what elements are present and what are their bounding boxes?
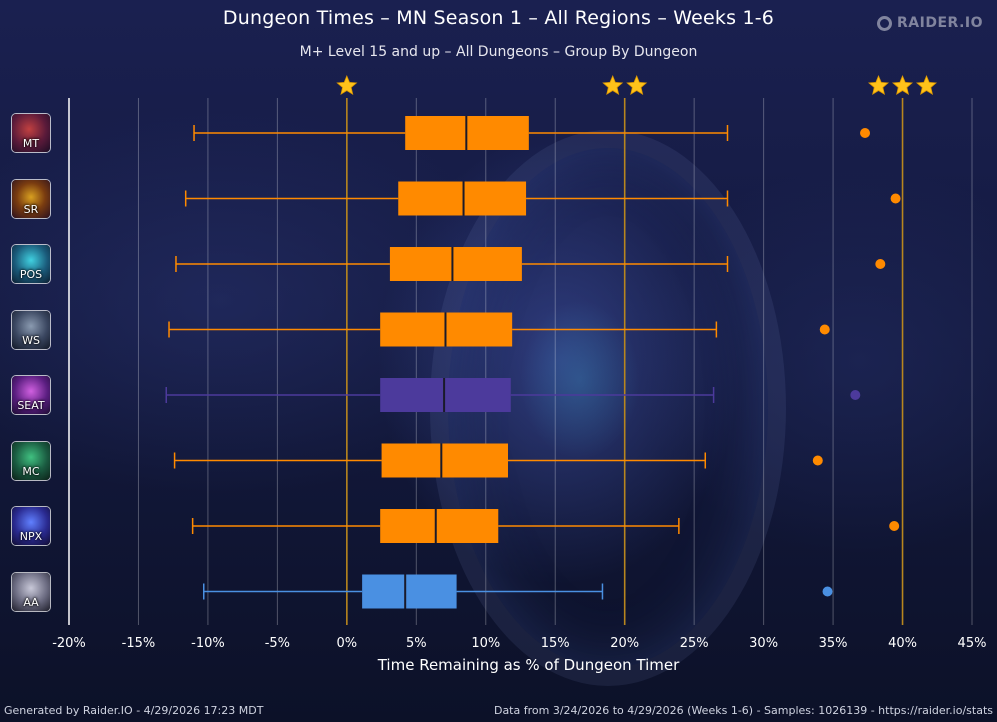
x-tick-label: 5%: [406, 636, 427, 651]
dungeon-art: [12, 441, 50, 480]
dungeon-icon-ws: WS: [11, 309, 51, 350]
raiderio-logo-text: RAIDER.IO: [897, 15, 983, 31]
dungeon-icon-npx: NPX: [11, 506, 51, 546]
box-aa: [362, 574, 457, 609]
dungeon-abbreviation: NPX: [19, 530, 43, 543]
dungeon-art: [12, 245, 50, 283]
x-tick-label: -15%: [122, 636, 156, 651]
x-tick-label: 25%: [680, 636, 709, 651]
box-npx: [380, 509, 499, 543]
star-icon: [867, 74, 889, 95]
x-tick-label: -10%: [191, 636, 225, 651]
dungeon-abbreviation: SR: [23, 202, 39, 216]
box-pos: [389, 247, 522, 281]
dungeon-abbreviation: AA: [23, 595, 39, 609]
x-tick-label: 20%: [610, 636, 639, 651]
star-icon: [602, 74, 624, 95]
dungeon-abbreviation: SEAT: [17, 399, 45, 412]
outlier-point: [889, 521, 900, 531]
x-axis-label: Time Remaining as % of Dungeon Timer: [377, 656, 680, 674]
dungeon-icon-mc: MC: [11, 440, 51, 481]
footer-generated: Generated by Raider.IO - 4/29/2026 17:23…: [4, 704, 264, 717]
dungeon-abbreviation: POS: [19, 268, 43, 281]
raiderio-logo: RAIDER.IO: [877, 15, 983, 31]
dungeon-abbreviation: WS: [22, 333, 40, 347]
outlier-point: [890, 193, 901, 204]
chart-title: Dungeon Times – MN Season 1 – All Region…: [222, 7, 775, 29]
x-tick-label: 0%: [337, 636, 358, 651]
dungeon-abbreviation: MT: [22, 137, 40, 150]
outlier-point: [860, 128, 871, 138]
x-tick-label: 45%: [958, 636, 987, 651]
dungeon-icon-pos: POS: [11, 244, 51, 284]
x-tick-label: -5%: [265, 636, 290, 651]
footer-data-source[interactable]: Data from 3/24/2026 to 4/29/2026 (Weeks …: [493, 704, 993, 717]
box-seat: [380, 378, 511, 412]
outlier-point: [822, 586, 833, 597]
x-tick-label: 35%: [819, 636, 848, 651]
dungeon-abbreviation: MC: [22, 464, 40, 478]
dungeon-icon-sr: SR: [11, 178, 51, 219]
dungeon-icon-mt: MT: [11, 113, 51, 153]
outlier-point: [812, 455, 823, 466]
x-tick-label: -20%: [52, 636, 86, 651]
chart-subtitle: M+ Level 15 and up – All Dungeons – Grou…: [299, 44, 698, 60]
star-icon: [915, 74, 937, 95]
star-icon: [891, 74, 913, 95]
outlier-point: [875, 259, 886, 269]
dungeon-art: [12, 310, 50, 349]
dungeon-art: [12, 179, 50, 218]
star-icon: [336, 74, 358, 95]
star-icon: [626, 74, 648, 95]
x-tick-label: 30%: [749, 636, 778, 651]
dungeon-art: [12, 376, 50, 414]
dungeon-art: [12, 507, 50, 545]
dungeon-icon-aa: AA: [11, 571, 51, 612]
dungeon-art: [12, 114, 50, 152]
outlier-point: [850, 390, 861, 400]
background-glow: [520, 300, 640, 460]
outlier-point: [819, 324, 830, 335]
x-tick-label: 15%: [541, 636, 570, 651]
box-mc: [381, 443, 508, 478]
x-tick-label: 10%: [471, 636, 500, 651]
x-tick-label: 40%: [888, 636, 917, 651]
box-sr: [398, 181, 527, 216]
dungeon-icon-seat: SEAT: [11, 375, 51, 415]
dungeon-art: [12, 572, 50, 611]
raiderio-logo-icon: [877, 15, 893, 31]
